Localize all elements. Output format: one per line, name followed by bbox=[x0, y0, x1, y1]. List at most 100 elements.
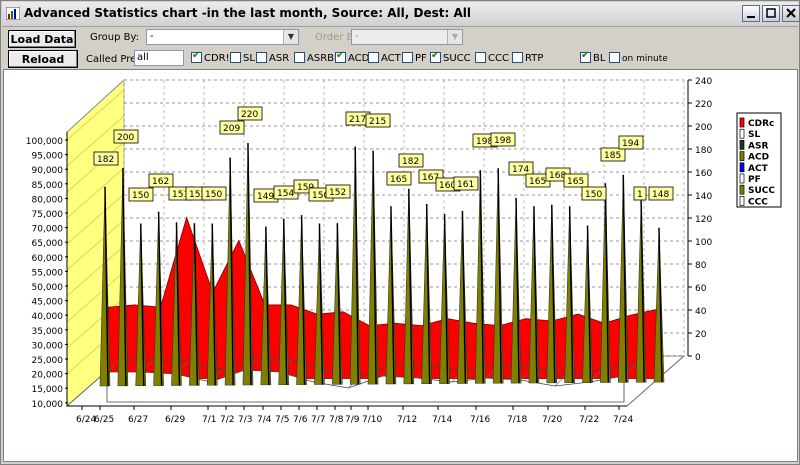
acd-data-label-box bbox=[201, 186, 227, 201]
wall-hatch-line bbox=[66, 219, 125, 271]
left-axis-tick-label: 95,000 bbox=[32, 152, 64, 162]
series-acd-spike-edge bbox=[282, 218, 288, 385]
checkbox-succ[interactable]: SUCC bbox=[430, 50, 471, 66]
legend-swatch bbox=[739, 184, 745, 195]
left-axis-tick-label: 80,000 bbox=[32, 195, 64, 205]
right-axis-tick-label: 160 bbox=[695, 169, 712, 179]
minimize-button[interactable] bbox=[742, 5, 760, 22]
acd-data-label-box bbox=[453, 176, 479, 191]
wall-hatch-line bbox=[66, 167, 125, 219]
acd-data-label: 150 bbox=[585, 190, 602, 200]
checkbox-rtp[interactable]: RTP bbox=[512, 52, 543, 66]
close-button[interactable] bbox=[782, 5, 800, 22]
right-axis-tick-label: 60 bbox=[695, 284, 707, 294]
load-data-button[interactable]: Load Data bbox=[8, 30, 76, 48]
series-acd-spike-edge bbox=[533, 206, 538, 384]
series-acd-spike-edge bbox=[443, 213, 449, 384]
checkbox-asrb[interactable]: ASRB bbox=[294, 52, 334, 66]
left-axis-tick-label: 35,000 bbox=[32, 327, 64, 337]
acd-data-label: 150 bbox=[132, 191, 149, 201]
checkbox-asr[interactable]: ASR bbox=[256, 52, 289, 66]
series-acd-spike-edge bbox=[265, 226, 270, 385]
reload-chart-button[interactable]: Reload Chart bbox=[8, 50, 78, 83]
acd-data-label: 198 bbox=[494, 136, 511, 146]
acd-data-label: 220 bbox=[241, 110, 258, 120]
acd-data-label: 165 bbox=[390, 175, 407, 185]
legend-entry: CCC bbox=[748, 197, 768, 207]
acd-data-label: 152 bbox=[329, 188, 346, 198]
acd-data-label-box bbox=[563, 173, 589, 188]
left-axis-tick-label: 45,000 bbox=[32, 298, 64, 308]
checkbox-sl[interactable]: SL bbox=[230, 52, 255, 66]
series-acd-spike-edge bbox=[425, 203, 431, 384]
acd-data-label: 168 bbox=[549, 171, 566, 181]
window-title: Advanced Statistics chart -in the last m… bbox=[24, 6, 471, 20]
series-acd-spike-edge bbox=[640, 200, 645, 383]
x-axis-tick-label: 7/22 bbox=[579, 415, 599, 425]
series-acd-spike-edge bbox=[122, 167, 127, 386]
checkbox-acd[interactable]: ACD bbox=[335, 50, 369, 66]
acd-data-label: 185 bbox=[604, 151, 621, 161]
legend-entry: ACT bbox=[748, 164, 769, 174]
maximize-button[interactable] bbox=[762, 5, 780, 22]
series-acd-spike-edge bbox=[622, 174, 628, 383]
acd-data-label: 154 bbox=[277, 189, 294, 199]
acd-data-label-box bbox=[618, 135, 644, 150]
checkbox-ccc[interactable]: CCC bbox=[475, 52, 509, 66]
legend-swatch bbox=[739, 173, 745, 184]
acd-data-label: 162 bbox=[152, 177, 169, 187]
checkbox-cdr[interactable]: CDR! bbox=[191, 50, 230, 66]
x-axis-tick-label: 7/12 bbox=[397, 415, 417, 425]
x-axis-tick-label: 7/6 bbox=[293, 415, 308, 425]
right-axis-tick-label: 120 bbox=[695, 215, 712, 225]
acd-data-label: 217 bbox=[349, 115, 366, 125]
acd-data-label-box bbox=[648, 186, 674, 201]
checkbox-bl[interactable]: BL bbox=[580, 50, 605, 66]
acd-data-label: 209 bbox=[223, 124, 240, 134]
x-axis-tick-label: 7/10 bbox=[362, 415, 382, 425]
left-axis-tick-label: 70,000 bbox=[32, 225, 64, 235]
acd-data-label: 182 bbox=[97, 155, 114, 165]
order-by-select[interactable]: - ▼ bbox=[351, 29, 463, 45]
left-axis-tick-label: 40,000 bbox=[32, 312, 64, 322]
x-axis-tick-label: 7/20 bbox=[542, 415, 562, 425]
acd-data-label: 150 bbox=[312, 191, 329, 201]
legend-entry: ASR bbox=[748, 141, 768, 151]
series-acd-spike-edge bbox=[497, 168, 502, 384]
group-by-label: Group By: bbox=[90, 32, 140, 43]
legend-swatch bbox=[739, 128, 745, 139]
chart-area: 100,000 95,000 90,000 85,000 80,000 75,000 70,… bbox=[3, 69, 798, 462]
checkbox-act[interactable]: ACT bbox=[368, 52, 401, 66]
series-acd-spike-edge bbox=[336, 223, 342, 385]
x-axis-tick-label: 7/7 bbox=[311, 415, 325, 425]
acd-data-label-box bbox=[219, 120, 245, 135]
right-axis-tick-label: 100 bbox=[695, 238, 712, 248]
series-acd-spike-edge bbox=[390, 206, 395, 385]
legend-entry: ACD bbox=[748, 153, 769, 163]
series-acd-spike-edge bbox=[229, 157, 234, 386]
checkbox-pf[interactable]: PF bbox=[402, 52, 427, 66]
acd-data-label-box bbox=[508, 161, 534, 176]
series-acd-spike-edge bbox=[568, 206, 574, 383]
right-axis-tick-label: 140 bbox=[695, 192, 712, 202]
left-axis-tick-label: 30,000 bbox=[32, 341, 64, 351]
acd-data-label: 160 bbox=[439, 181, 456, 191]
acd-data-label-box bbox=[633, 186, 647, 201]
called-prefix-input[interactable]: all bbox=[134, 50, 184, 66]
checkbox-on-minute[interactable]: on minute bbox=[609, 52, 668, 66]
acd-data-label: 198 bbox=[476, 137, 493, 147]
right-axis-tick-label: 240 bbox=[695, 77, 712, 87]
series-acd-spike-edge bbox=[658, 227, 663, 383]
right-axis-tick-label: 20 bbox=[695, 330, 707, 340]
right-axis-tick-label: 80 bbox=[695, 261, 707, 271]
group-by-select[interactable]: - ▼ bbox=[146, 29, 299, 45]
acd-data-label: 148 bbox=[652, 190, 669, 200]
x-axis-tick-label: 6/25 bbox=[94, 415, 114, 425]
called-prefix-label: Called Prefix: bbox=[86, 54, 152, 65]
acd-data-label: 215 bbox=[369, 117, 386, 127]
acd-data-label-box bbox=[581, 186, 607, 201]
right-axis-tick-label: 0 bbox=[695, 353, 701, 363]
acd-data-label-box bbox=[600, 147, 626, 162]
right-axis-tick-label: 40 bbox=[695, 307, 707, 317]
left-axis-tick-label: 20,000 bbox=[32, 371, 64, 381]
